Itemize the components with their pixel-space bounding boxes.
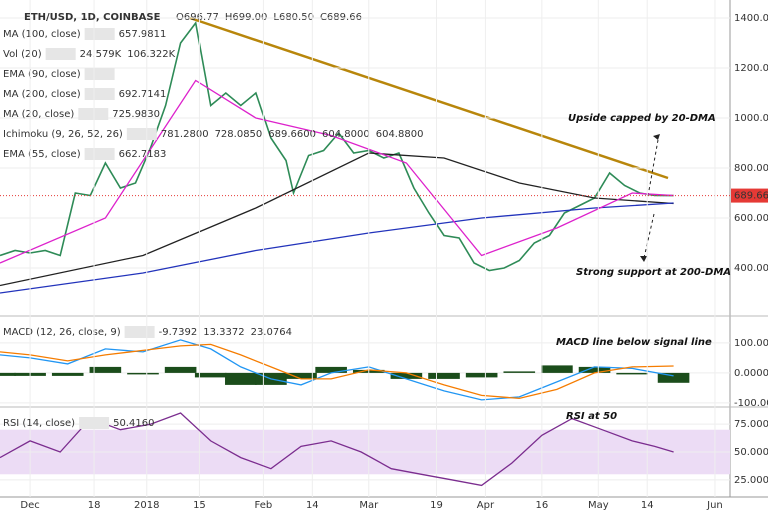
y-tick-label: -100.0000 xyxy=(734,398,768,409)
legend-label: EMA (55, close) xyxy=(3,149,81,160)
x-tick-label: Feb xyxy=(255,500,273,511)
histogram-bar xyxy=(390,372,423,379)
legend-value: 781.2800 xyxy=(161,129,209,140)
arrow-head xyxy=(653,134,660,140)
legend-buttons xyxy=(124,326,155,338)
annotation: RSI at 50 xyxy=(566,411,617,422)
annotation: Upside capped by 20-DMA xyxy=(568,113,716,124)
series-line xyxy=(0,412,674,487)
legend-buttons xyxy=(126,128,157,140)
legend-label: Ichimoku (9, 26, 52, 26) xyxy=(3,129,123,140)
x-tick-label: 14 xyxy=(641,500,654,511)
series-line xyxy=(0,343,674,400)
x-tick-label: Dec xyxy=(20,500,39,511)
legend-label: MA (100, close) xyxy=(3,29,81,40)
legend-value: 23.0764 xyxy=(251,327,292,338)
x-tick-label: Mar xyxy=(359,500,379,511)
legend-label: RSI (14, close) xyxy=(3,418,75,429)
x-tick-label: Jun xyxy=(706,500,723,511)
legend-label: Vol (20) xyxy=(3,49,42,60)
y-tick-label: 1000.00 xyxy=(734,113,768,124)
x-tick-label: 16 xyxy=(535,500,548,511)
histogram-bar xyxy=(428,372,460,379)
y-tick-label: 600.00 xyxy=(734,213,768,224)
symbol: ETH/USD, 1D, COINBASE xyxy=(24,12,161,23)
series-line xyxy=(0,152,674,287)
x-tick-label: 14 xyxy=(306,500,319,511)
legend-value: 13.3372 xyxy=(203,327,244,338)
annotation: Strong support at 200-DMA xyxy=(576,267,731,278)
legend-value: 24.579K xyxy=(80,49,122,60)
legend-value: 604.8000 xyxy=(322,129,370,140)
legend-label: MACD (12, 26, close, 9) xyxy=(3,327,121,338)
legend-value: 692.7141 xyxy=(119,89,167,100)
legend-label: MA (200, close) xyxy=(3,89,81,100)
histogram-bar xyxy=(465,372,498,378)
y-tick-label: 75.0000 xyxy=(734,419,768,430)
y-tick-label: 100.0000 xyxy=(734,338,768,349)
legend-label: MA (20, close) xyxy=(3,109,74,120)
histogram-bar xyxy=(127,372,159,375)
x-tick-label: 19 xyxy=(430,500,443,511)
legend-value: -9.7392 xyxy=(159,327,198,338)
histogram-bar xyxy=(285,372,317,379)
legend-value: 725.9830 xyxy=(112,109,160,120)
histogram-bar xyxy=(503,371,536,373)
y-tick-label: 1200.00 xyxy=(734,63,768,74)
last-price-label: 689.66 xyxy=(734,191,768,202)
histogram-bar xyxy=(616,372,648,375)
y-tick-label: 1400.00 xyxy=(734,13,768,24)
arrow-head xyxy=(640,256,647,262)
arrow xyxy=(643,213,655,259)
legend-value: 106.322K xyxy=(127,49,175,60)
x-tick-label: Apr xyxy=(477,500,495,511)
x-tick-label: 2018 xyxy=(134,500,159,511)
legend-value: 657.9811 xyxy=(119,29,167,40)
histogram-bar xyxy=(578,366,611,373)
legend-buttons xyxy=(78,108,109,120)
histogram-bar xyxy=(0,372,16,376)
histogram-bar xyxy=(657,372,690,383)
legend-value: 689.6600 xyxy=(268,129,316,140)
x-tick-label: May xyxy=(588,500,609,511)
histogram-bar xyxy=(89,366,122,373)
legend-buttons xyxy=(84,148,115,160)
y-tick-label: 400.00 xyxy=(734,263,768,274)
legend-buttons xyxy=(84,88,115,100)
histogram-bar xyxy=(164,366,197,373)
y-tick-label: 25.0000 xyxy=(734,475,768,486)
legend-value: 50.4160 xyxy=(113,418,154,429)
histogram-bar xyxy=(541,365,573,373)
trend-line xyxy=(189,16,669,180)
histogram-bar xyxy=(51,372,84,376)
legend-buttons xyxy=(45,48,76,60)
x-tick-label: 18 xyxy=(88,500,101,511)
legend-value: 604.8800 xyxy=(376,129,424,140)
y-tick-label: 800.00 xyxy=(734,163,768,174)
legend-buttons xyxy=(79,417,110,429)
histogram-bar xyxy=(194,372,227,378)
y-tick-label: 0.0000 xyxy=(734,368,768,379)
series-line xyxy=(0,21,674,272)
histogram-bar xyxy=(225,372,257,385)
last-price-box xyxy=(731,188,768,203)
legend-buttons xyxy=(84,68,115,80)
legend-value: 728.0850 xyxy=(215,129,263,140)
legend-label: EMA (90, close) xyxy=(3,69,81,80)
legend-value: 662.7183 xyxy=(119,149,167,160)
histogram-bar xyxy=(315,366,347,373)
x-tick-label: 15 xyxy=(193,500,206,511)
legend-buttons xyxy=(84,28,115,40)
annotation: MACD line below signal line xyxy=(556,337,712,348)
y-tick-label: 50.0000 xyxy=(734,447,768,458)
